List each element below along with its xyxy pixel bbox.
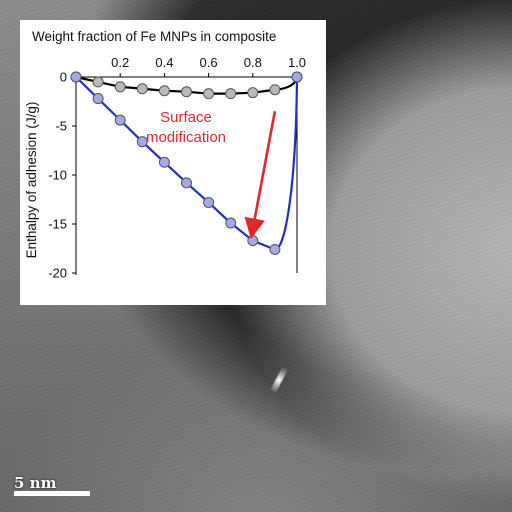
annotation-arrow xyxy=(244,111,277,240)
series-2-point xyxy=(291,71,303,83)
scale-bar-line xyxy=(14,491,90,496)
series-1-point xyxy=(136,83,148,95)
scale-bar-label: 5 nm xyxy=(14,474,57,492)
annotation: Surface modification xyxy=(146,109,277,240)
annotation-line-2: modification xyxy=(146,129,226,146)
y-tick-label: -10 xyxy=(48,168,67,183)
x-tick-label: 0.8 xyxy=(244,55,262,70)
x-tick-label: 0.6 xyxy=(200,55,218,70)
series-layer xyxy=(70,71,303,255)
inset-chart-panel: Weight fraction of Fe MNPs in composite … xyxy=(20,20,326,305)
x-tick-label: 1.0 xyxy=(288,55,306,70)
series-2-point xyxy=(136,136,148,148)
series-2-point xyxy=(114,114,126,126)
series-1-point xyxy=(158,85,170,97)
enthalpy-chart: Weight fraction of Fe MNPs in composite … xyxy=(24,29,306,281)
series-2-point xyxy=(158,156,170,168)
series-2-point xyxy=(92,93,104,105)
series-2-point xyxy=(181,177,192,189)
x-tick-label: 0.4 xyxy=(155,55,173,70)
y-tick-label: -20 xyxy=(48,266,67,281)
series-2-point xyxy=(70,71,82,83)
series-2-point xyxy=(203,196,215,208)
series-1-point xyxy=(181,86,192,98)
y-axis-title: Enthalpy of adhesion (J/g) xyxy=(24,102,39,259)
series-1-point xyxy=(114,81,126,93)
series-2-point xyxy=(247,235,259,247)
series-1-point xyxy=(269,84,281,96)
chart-title: Weight fraction of Fe MNPs in composite xyxy=(32,29,276,44)
y-tick-label: 0 xyxy=(60,70,67,85)
y-tick-label: -5 xyxy=(55,119,67,134)
x-tick-label: 0.2 xyxy=(111,55,129,70)
y-tick-label: -15 xyxy=(48,217,67,232)
series-1-point xyxy=(247,87,259,99)
series-1-point xyxy=(203,88,215,100)
series-1-point xyxy=(225,88,237,100)
series-2-point xyxy=(269,243,281,255)
scale-bar: 5 nm xyxy=(14,474,94,504)
series-1-point xyxy=(92,76,104,88)
annotation-line-1: Surface xyxy=(160,109,212,126)
series-2-point xyxy=(225,217,237,229)
